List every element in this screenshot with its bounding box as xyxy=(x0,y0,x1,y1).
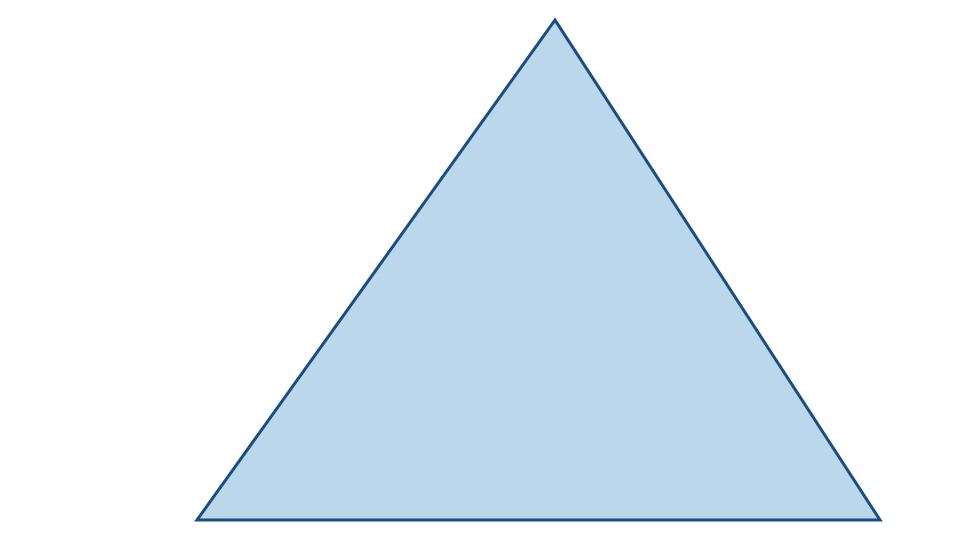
triangle-shape xyxy=(0,0,976,549)
triangle-polygon xyxy=(197,20,880,520)
